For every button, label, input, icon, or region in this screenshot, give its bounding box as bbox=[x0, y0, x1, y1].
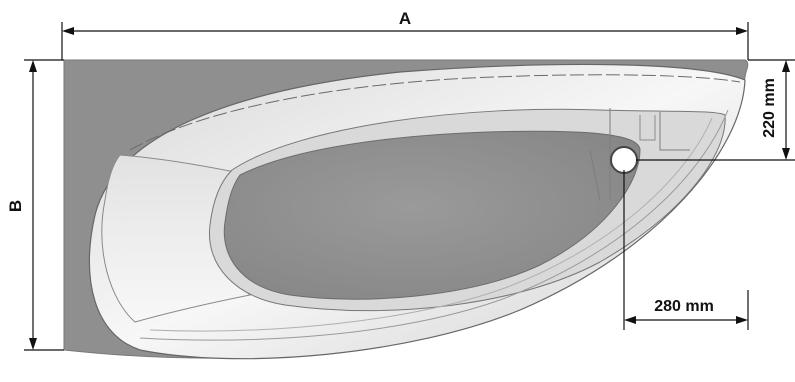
dimension-280mm bbox=[623, 170, 749, 330]
rim-contour-line bbox=[149, 117, 713, 332]
dimension-220mm bbox=[636, 59, 795, 161]
dimension-280mm-label: 280 mm bbox=[654, 298, 714, 315]
bathtub-shelf bbox=[101, 154, 252, 323]
rim-contour-line bbox=[139, 109, 729, 341]
dimension-b-label: B bbox=[6, 200, 25, 212]
overflow-bracket bbox=[639, 115, 656, 141]
drain-icon bbox=[610, 146, 638, 174]
overflow-bracket bbox=[589, 108, 690, 201]
dimension-a-label: A bbox=[399, 9, 411, 28]
rim-contour-line bbox=[129, 74, 741, 151]
dimension-b bbox=[24, 59, 64, 351]
dimension-a bbox=[61, 22, 749, 60]
dimension-220mm-label: 220 mm bbox=[761, 78, 778, 138]
bathtub-basin-floor bbox=[223, 130, 641, 300]
